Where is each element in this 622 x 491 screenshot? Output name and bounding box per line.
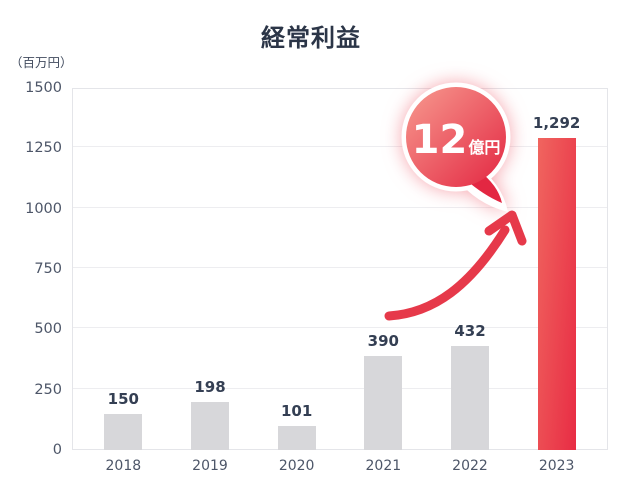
y-tick-1250: 1250: [25, 140, 62, 157]
y-tick-250: 250: [34, 381, 62, 398]
bar-2021: [364, 355, 403, 450]
x-tick-2020: 2020: [278, 458, 315, 474]
y-tick-1000: 1000: [25, 200, 62, 217]
badge-amount-unit: 億円: [468, 138, 501, 157]
bar-value-2018: 150: [107, 389, 139, 408]
x-tick-2019: 2019: [192, 458, 228, 474]
bar-value-2019: 198: [194, 378, 226, 397]
x-tick-2022: 2022: [452, 458, 488, 474]
bar-2018: [104, 413, 143, 450]
bar-2022: [451, 345, 489, 450]
y-axis-tick-labels: 0 250 500 750 1000 1250 1500: [0, 80, 62, 458]
y-tick-1500: 1500: [25, 80, 62, 96]
gridline-1250: [73, 146, 607, 148]
x-axis-tick-labels: 2018 2019 2020 2021 2022 2023: [80, 458, 600, 480]
badge-text: 12 億円: [406, 87, 506, 187]
plot-area: [72, 88, 608, 450]
gridline-750: [73, 267, 607, 268]
highlight-badge: 12 億円: [398, 80, 518, 215]
y-tick-0: 0: [52, 442, 62, 458]
x-tick-2023: 2023: [538, 458, 575, 474]
gridline-250: [73, 387, 607, 389]
gridline-1000: [73, 206, 607, 208]
bar-value-2020: 101: [281, 401, 313, 420]
bar-2019: [191, 402, 229, 450]
y-axis-unit-label: （百万円）: [10, 55, 73, 70]
badge-bubble-shape: [401, 82, 511, 212]
gridline-500: [73, 327, 607, 329]
bars-container: 150 198 101 390 432 1,292: [80, 88, 600, 450]
bar-value-2023: 1,292: [532, 114, 581, 133]
y-tick-500: 500: [34, 321, 62, 338]
bar-2020: [277, 425, 316, 450]
y-tick-750: 750: [34, 261, 62, 277]
x-tick-2018: 2018: [105, 458, 142, 474]
bar-value-2022: 432: [454, 321, 486, 340]
badge-amount: 12: [411, 117, 468, 163]
bar-2023: [537, 138, 576, 450]
bar-value-2021: 390: [367, 331, 399, 350]
chart-title: 経常利益: [261, 24, 361, 52]
x-tick-2021: 2021: [365, 458, 402, 474]
